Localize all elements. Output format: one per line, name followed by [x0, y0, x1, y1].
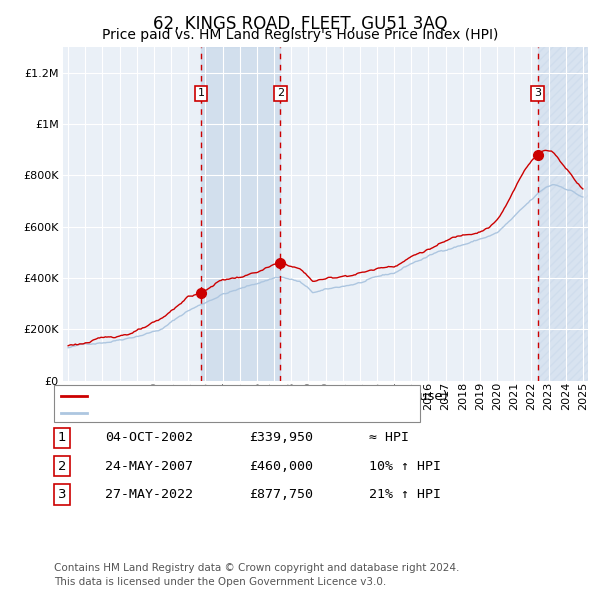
Text: Price paid vs. HM Land Registry's House Price Index (HPI): Price paid vs. HM Land Registry's House …	[102, 28, 498, 42]
Text: 62, KINGS ROAD, FLEET, GU51 3AQ (detached house): 62, KINGS ROAD, FLEET, GU51 3AQ (detache…	[92, 389, 448, 402]
Text: £339,950: £339,950	[249, 431, 313, 444]
Text: 62, KINGS ROAD, FLEET, GU51 3AQ: 62, KINGS ROAD, FLEET, GU51 3AQ	[153, 15, 447, 33]
Text: 24-MAY-2007: 24-MAY-2007	[105, 460, 193, 473]
Text: 3: 3	[58, 488, 66, 501]
Text: 1: 1	[197, 88, 205, 99]
Text: £877,750: £877,750	[249, 488, 313, 501]
Text: £460,000: £460,000	[249, 460, 313, 473]
Text: HPI: Average price, detached house, Hart: HPI: Average price, detached house, Hart	[92, 406, 367, 419]
Text: ≈ HPI: ≈ HPI	[369, 431, 409, 444]
Text: 21% ↑ HPI: 21% ↑ HPI	[369, 488, 441, 501]
Text: 2: 2	[58, 460, 66, 473]
Text: Contains HM Land Registry data © Crown copyright and database right 2024.
This d: Contains HM Land Registry data © Crown c…	[54, 563, 460, 587]
Text: 04-OCT-2002: 04-OCT-2002	[105, 431, 193, 444]
Text: 1: 1	[58, 431, 66, 444]
Text: 3: 3	[534, 88, 541, 99]
Bar	[538, 47, 588, 381]
Text: 27-MAY-2022: 27-MAY-2022	[105, 488, 193, 501]
Text: 2: 2	[277, 88, 284, 99]
Text: 10% ↑ HPI: 10% ↑ HPI	[369, 460, 441, 473]
Bar	[201, 47, 280, 381]
